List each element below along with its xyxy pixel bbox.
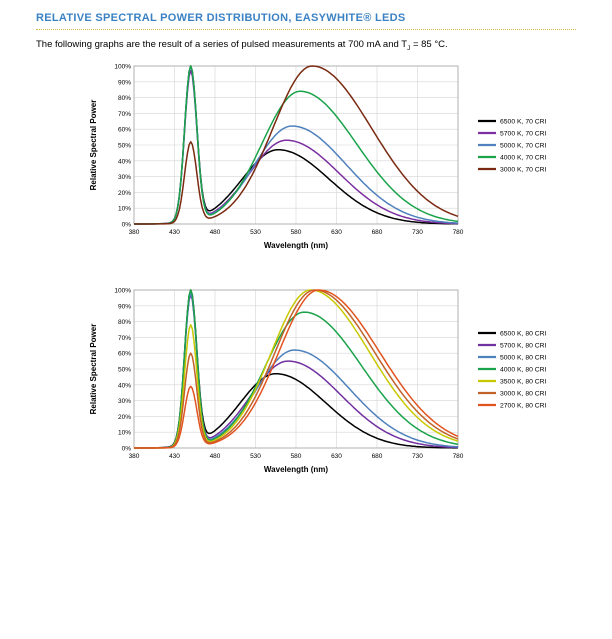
legend-label: 3000 K, 70 CRI xyxy=(500,167,547,174)
y-axis-label: Relative Spectral Power xyxy=(89,100,98,191)
x-tick-label: 630 xyxy=(331,453,342,460)
y-tick-label: 20% xyxy=(118,190,131,197)
spectral-chart-80cri: 0% 10% 20% 30% 40% 50% 60% 70% 80% 90% 100% 380 430 4… xyxy=(89,288,547,475)
legend-label: 3000 K, 80 CRI xyxy=(500,391,547,398)
series-line-4000-k-70-cri xyxy=(134,65,459,225)
y-tick-label: 30% xyxy=(118,174,131,181)
intro-text: The following graphs are the result of a… xyxy=(36,39,448,52)
x-tick-label: 380 xyxy=(129,453,140,460)
x-tick-label: 630 xyxy=(331,229,342,236)
x-tick-label: 580 xyxy=(291,453,302,460)
series-lines xyxy=(134,289,459,449)
y-tick-label: 40% xyxy=(118,382,131,389)
x-tick-label: 480 xyxy=(210,229,221,236)
y-tick-label: 70% xyxy=(118,111,131,118)
x-axis-label: Wavelength (nm) xyxy=(264,241,328,250)
y-tick-label: 50% xyxy=(118,143,131,150)
y-tick-label: 10% xyxy=(118,206,131,213)
x-tick-label: 430 xyxy=(169,453,180,460)
legend-label: 2700 K, 80 CRI xyxy=(500,403,547,410)
intro-main: The following graphs are the result of a… xyxy=(36,39,408,50)
x-tick-label: 380 xyxy=(129,229,140,236)
x-tick-label: 730 xyxy=(412,229,423,236)
legend-label: 5700 K, 70 CRI xyxy=(500,131,547,138)
legend: 6500 K, 80 CRI 5700 K, 80 CRI 5000 K, 80 C… xyxy=(478,331,547,410)
x-tick-label: 530 xyxy=(250,229,261,236)
title-divider xyxy=(36,29,576,30)
x-tick-label: 780 xyxy=(453,229,464,236)
x-tick-label: 680 xyxy=(372,229,383,236)
y-tick-label: 100% xyxy=(114,288,131,295)
x-tick-label: 730 xyxy=(412,453,423,460)
x-tick-label: 680 xyxy=(372,453,383,460)
legend-label: 3500 K, 80 CRI xyxy=(500,379,547,386)
plot-area xyxy=(133,289,459,449)
y-tick-label: 90% xyxy=(118,79,131,86)
x-tick-label: 430 xyxy=(169,229,180,236)
y-tick-label: 80% xyxy=(118,95,131,102)
series-lines xyxy=(134,65,459,225)
x-tick-label: 530 xyxy=(250,453,261,460)
legend: 6500 K, 70 CRI 5700 K, 70 CRI 5000 K, 70 C… xyxy=(478,119,547,174)
y-tick-label: 100% xyxy=(114,64,131,71)
series-line-3000-k-70-cri xyxy=(134,65,459,225)
grid xyxy=(133,65,459,225)
intro-suffix: = 85 °C. xyxy=(410,39,448,50)
y-tick-label: 70% xyxy=(118,335,131,342)
spectral-chart-70cri: 0% 10% 20% 30% 40% 50% 60% 70% 80% 90% 100% 380 430 4… xyxy=(89,64,547,251)
y-axis-label: Relative Spectral Power xyxy=(89,324,98,415)
series-line-3500-k-80-cri xyxy=(134,289,459,449)
y-tick-label: 40% xyxy=(118,158,131,165)
y-tick-label: 20% xyxy=(118,414,131,421)
y-tick-label: 50% xyxy=(118,367,131,374)
y-tick-label: 0% xyxy=(122,446,132,453)
legend-label: 4000 K, 80 CRI xyxy=(500,367,547,374)
legend-label: 4000 K, 70 CRI xyxy=(500,155,547,162)
legend-label: 6500 K, 80 CRI xyxy=(500,331,547,338)
series-line-2700-k-80-cri xyxy=(134,289,459,449)
legend-label: 5700 K, 80 CRI xyxy=(500,343,547,350)
y-tick-label: 60% xyxy=(118,127,131,134)
legend-label: 5000 K, 70 CRI xyxy=(500,143,547,150)
plot-area xyxy=(133,65,459,225)
y-tick-label: 30% xyxy=(118,398,131,405)
x-axis-label: Wavelength (nm) xyxy=(264,465,328,474)
y-tick-label: 90% xyxy=(118,303,131,310)
y-tick-label: 0% xyxy=(122,222,132,229)
x-tick-label: 780 xyxy=(453,453,464,460)
series-line-3000-k-80-cri xyxy=(134,289,459,449)
y-tick-label: 60% xyxy=(118,351,131,358)
legend-label: 5000 K, 80 CRI xyxy=(500,355,547,362)
x-tick-label: 580 xyxy=(291,229,302,236)
x-tick-label: 480 xyxy=(210,453,221,460)
y-tick-label: 10% xyxy=(118,430,131,437)
intro-subscript: J xyxy=(407,44,411,52)
y-tick-label: 80% xyxy=(118,319,131,326)
legend-label: 6500 K, 70 CRI xyxy=(500,119,547,126)
section-title: RELATIVE SPECTRAL POWER DISTRIBUTION, EA… xyxy=(36,12,406,24)
